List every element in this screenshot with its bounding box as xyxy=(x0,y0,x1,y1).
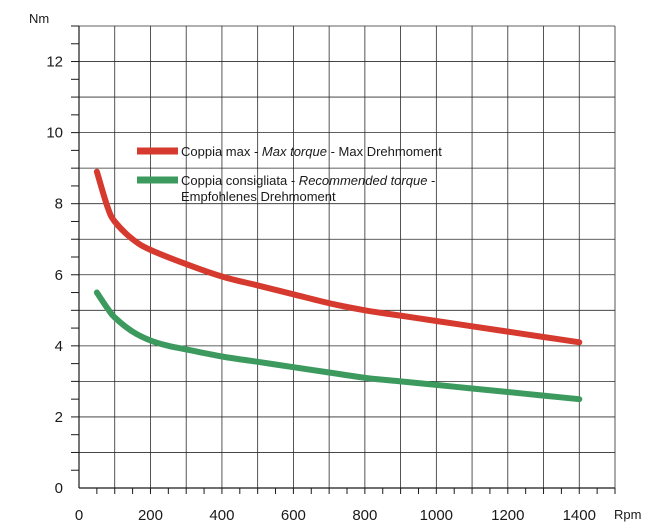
legend-label-1: Coppia max - Max torque - Max Drehmoment xyxy=(181,144,442,159)
x-tick-label: 1400 xyxy=(563,507,596,524)
x-tick-label: 1200 xyxy=(491,507,524,524)
x-tick-label: 800 xyxy=(352,507,377,524)
legend-label-part: Coppia consigliata - xyxy=(181,173,295,188)
x-tick-label: 600 xyxy=(281,507,306,524)
series-line-2 xyxy=(93,289,583,403)
axes xyxy=(78,26,615,489)
x-axis-label: Rpm xyxy=(614,507,641,522)
legend-label-2: Coppia consigliata - Recommended torque … xyxy=(181,173,435,188)
y-tick-label: 12 xyxy=(46,54,63,71)
series-line-1 xyxy=(93,168,583,346)
x-tick-label: 200 xyxy=(138,507,163,524)
y-tick-label: 8 xyxy=(55,196,63,213)
legend-label-part: - Max Drehmoment xyxy=(327,144,442,159)
legend: Coppia max - Max torque - Max Drehmoment… xyxy=(137,144,442,204)
legend-label-part: Coppia max - xyxy=(181,144,258,159)
grid xyxy=(79,25,616,488)
series xyxy=(93,168,583,403)
y-tick-label: 10 xyxy=(46,125,63,142)
y-axis-label: Nm xyxy=(29,11,49,26)
legend-label-part: Recommended torque xyxy=(295,173,427,188)
legend-label-part: Max torque xyxy=(258,144,327,159)
x-tick-label: 0 xyxy=(75,507,83,524)
legend-label-part: - xyxy=(427,173,435,188)
y-tick-label: 2 xyxy=(55,409,63,426)
y-tick-label: 0 xyxy=(55,480,63,497)
y-tick-label: 6 xyxy=(55,267,63,284)
y-tick-label: 4 xyxy=(55,338,63,355)
ticks: 0 2 4 6 8 10 12 0 200 400 600 800 1000 1200 1400 xyxy=(46,25,616,524)
legend-label-2-line2: Empfohlenes Drehmoment xyxy=(181,189,336,204)
x-tick-label: 1000 xyxy=(420,507,453,524)
x-tick-label: 400 xyxy=(209,507,234,524)
